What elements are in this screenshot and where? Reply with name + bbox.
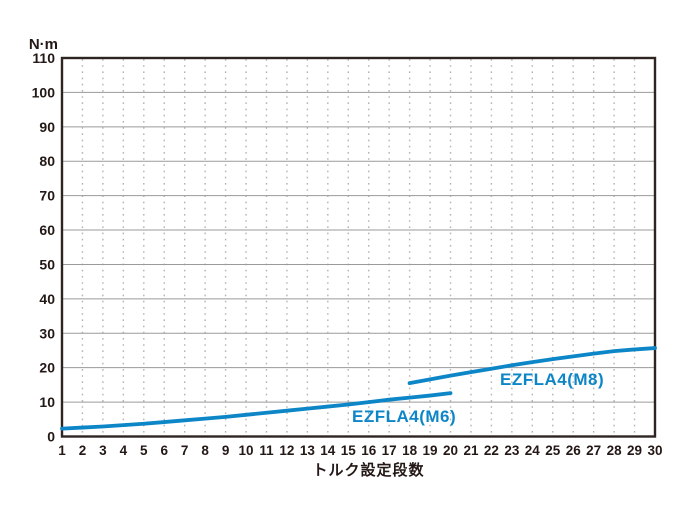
x-tick-label: 11: [259, 443, 274, 458]
x-tick-label: 26: [566, 443, 582, 458]
y-tick-label: 50: [39, 256, 55, 272]
x-tick-label: 17: [382, 443, 397, 458]
x-tick-label: 12: [279, 443, 294, 458]
x-tick-label: 9: [222, 443, 230, 458]
y-axis-unit-label: N·m: [28, 36, 58, 53]
series-label-ezfla4-m8: EZFLA4(M8): [500, 370, 605, 389]
x-tick-label: 3: [99, 443, 107, 458]
y-tick-label: 30: [39, 325, 55, 341]
y-tick-label: 40: [39, 291, 55, 307]
x-tick-label: 6: [160, 443, 168, 458]
x-tick-label: 25: [545, 443, 561, 458]
x-tick-label: 1: [58, 443, 66, 458]
y-tick-label: 80: [39, 153, 55, 169]
x-tick-label: 10: [239, 443, 254, 458]
y-tick-label: 20: [39, 360, 55, 376]
x-tick-label: 15: [341, 443, 357, 458]
y-tick-label: 100: [32, 84, 56, 100]
y-tick-label: 90: [39, 119, 55, 135]
series-line-1: [407, 346, 657, 386]
y-tick-label: 0: [47, 429, 55, 445]
x-tick-label: 2: [79, 443, 87, 458]
x-tick-label: 27: [586, 443, 601, 458]
x-tick-label: 8: [201, 443, 209, 458]
x-tick-label: 4: [120, 443, 128, 458]
x-tick-label: 16: [361, 443, 377, 458]
y-tick-label: 70: [39, 188, 55, 204]
x-tick-label: 5: [140, 443, 148, 458]
y-tick-label: 110: [32, 50, 55, 66]
x-tick-label: 29: [627, 443, 642, 458]
series-line-0: [60, 391, 453, 431]
x-tick-label: 28: [607, 443, 623, 458]
x-tick-label: 21: [463, 443, 479, 458]
x-tick-label: 20: [443, 443, 458, 458]
x-tick-label: 14: [320, 443, 336, 458]
series-label-ezfla4-m6: EZFLA4(M6): [352, 407, 457, 426]
x-axis-title: トルク設定段数: [312, 462, 425, 479]
x-tick-label: 30: [647, 443, 662, 458]
x-tick-label: 22: [484, 443, 499, 458]
y-tick-label: 60: [39, 222, 55, 238]
x-tick-label: 24: [525, 443, 541, 458]
y-tick-label: 10: [39, 394, 55, 410]
x-tick-label: 13: [300, 443, 316, 458]
plot-border: [60, 56, 657, 438]
x-tick-label: 18: [402, 443, 418, 458]
x-tick-label: 19: [423, 443, 438, 458]
x-tick-label: 23: [504, 443, 520, 458]
x-tick-label: 7: [181, 443, 189, 458]
